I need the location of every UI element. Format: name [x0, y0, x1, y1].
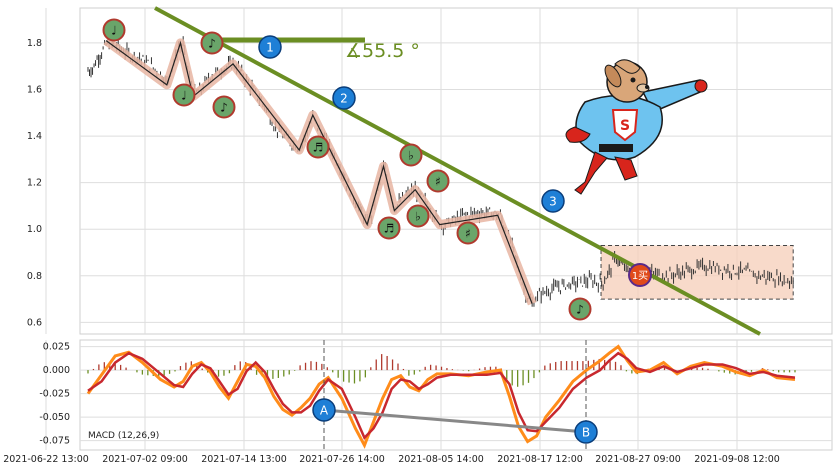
x-tick-label: 2021-07-14 13:00 — [201, 454, 287, 465]
divergence-marker — [312, 398, 336, 422]
wave-marker — [332, 86, 356, 110]
note-marker-label: ♯ — [465, 226, 471, 240]
trend-line — [154, 6, 761, 336]
divergence-marker-label: B — [582, 426, 590, 440]
note-marker-label: ♯ — [435, 174, 441, 188]
wave-marker-label: 3 — [549, 195, 557, 209]
y-tick-label: 1.6 — [27, 85, 42, 96]
note-marker — [377, 216, 401, 240]
y-tick-label: 0.8 — [27, 271, 42, 282]
note-marker-label: ♬ — [384, 221, 395, 235]
note-marker — [200, 31, 224, 55]
x-tick-label: 2021-08-17 12:00 — [497, 454, 583, 465]
note-marker — [426, 169, 450, 193]
y-tick-label: 1.2 — [27, 178, 42, 189]
note-marker — [212, 95, 236, 119]
y-tick-label: -0.050 — [39, 412, 70, 423]
x-tick-label: 2021-06-22 13:00 — [3, 454, 89, 465]
x-tick-label: 2021-07-02 09:00 — [102, 454, 188, 465]
superhero-dog-icon: S — [565, 59, 708, 195]
y-tick-label: -0.025 — [39, 389, 70, 400]
note-marker — [306, 135, 330, 159]
note-marker-label: ♪ — [220, 100, 228, 114]
price-panel — [79, 7, 833, 335]
y-tick-label: 0.000 — [43, 365, 70, 376]
y-tick-label: 0.6 — [27, 317, 42, 328]
divergence-marker — [574, 420, 598, 444]
macd-diff-line — [87, 351, 796, 440]
wave-marker — [258, 35, 282, 59]
y-tick-label: 1.8 — [27, 38, 42, 49]
macd-y-axis: 0.025 0.000 -0.025 -0.050 -0.075 — [39, 342, 70, 447]
wave-marker-label: 2 — [340, 92, 348, 106]
macd-panel — [79, 339, 833, 451]
note-marker-label: ♭ — [415, 209, 421, 223]
note-marker — [568, 297, 592, 321]
x-tick-label: 2021-09-08 12:00 — [694, 454, 780, 465]
grid — [45, 8, 832, 450]
note-marker — [102, 18, 126, 42]
wave-zigzag-band — [103, 36, 537, 306]
note-marker-label: ♭ — [408, 148, 414, 162]
x-axis: 2021-06-22 13:00 2021-07-02 09:00 2021-07-… — [3, 454, 780, 465]
x-tick-label: 2021-07-26 14:00 — [299, 454, 385, 465]
note-marker-label: ♬ — [313, 140, 324, 154]
macd-legend: MACD (12,26,9) — [88, 431, 159, 441]
divergence-marker-label: A — [320, 404, 329, 418]
trend-line — [154, 6, 761, 336]
wave-marker-label: 1 — [266, 41, 274, 55]
x-tick-label: 2021-08-05 14:00 — [398, 454, 484, 465]
buy-marker — [628, 263, 652, 287]
y-tick-label: 1.4 — [27, 131, 42, 142]
note-marker-label: ♪ — [576, 302, 584, 316]
svg-text:S: S — [620, 118, 630, 134]
note-marker-label: ♩ — [181, 88, 187, 102]
y-tick-label: 0.025 — [43, 342, 70, 353]
wave-zigzag-line — [105, 40, 533, 304]
note-marker-label: ♪ — [208, 36, 216, 50]
buy-marker-label: 1买 — [632, 270, 648, 282]
note-marker — [399, 143, 423, 167]
y-tick-label: 1.0 — [27, 224, 42, 235]
y-tick-label: -0.075 — [39, 436, 70, 447]
note-marker-label: ♩ — [111, 23, 117, 37]
divergence-connector — [323, 408, 587, 434]
note-marker — [456, 221, 480, 245]
macd-lines — [86, 344, 796, 449]
x-tick-label: 2021-08-27 09:00 — [595, 454, 681, 465]
angle-label: ∡55.5 ° — [345, 40, 420, 62]
wave-marker — [541, 189, 565, 213]
wave-zigzag — [103, 36, 537, 306]
note-marker — [172, 83, 196, 107]
price-y-axis: 1.8 1.6 1.4 1.2 1.0 0.8 0.6 — [27, 38, 42, 328]
note-marker — [406, 204, 430, 228]
markers: ♩ ♩ ♪ ♪ ♬ ♬ ♭ ♭ ♯ ♯ ♪ 1 2 3 1买 A B — [102, 18, 652, 444]
